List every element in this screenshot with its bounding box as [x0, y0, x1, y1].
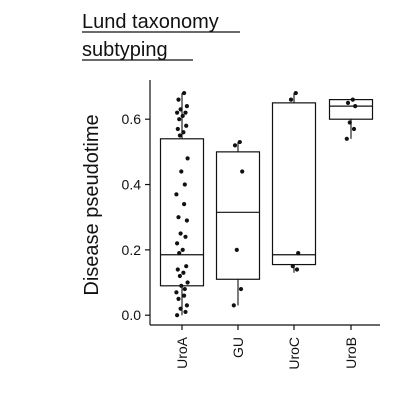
- x-tick-label: UroB: [343, 337, 359, 369]
- data-point: [180, 247, 185, 252]
- data-point: [179, 283, 184, 288]
- data-point: [182, 90, 187, 96]
- data-point: [184, 104, 189, 109]
- data-point: [344, 136, 349, 141]
- data-point: [181, 270, 186, 275]
- data-point: [182, 182, 187, 187]
- data-point: [185, 280, 190, 285]
- data-point: [184, 123, 189, 128]
- data-point: [182, 293, 187, 298]
- box-urob: [328, 98, 374, 139]
- data-point: [231, 303, 236, 308]
- y-axis-title: Disease pseudotime: [81, 114, 103, 295]
- data-point: [174, 192, 179, 197]
- data-point: [177, 133, 182, 138]
- data-point: [290, 264, 295, 269]
- data-point: [350, 97, 355, 102]
- data-point: [178, 306, 183, 311]
- chart-title: Lund taxonomy subtyping: [82, 11, 240, 61]
- data-point: [237, 139, 242, 145]
- data-point: [178, 107, 183, 112]
- data-point: [176, 215, 181, 220]
- data-point: [177, 273, 182, 279]
- data-point: [175, 267, 180, 272]
- data-point: [176, 296, 181, 301]
- data-point: [183, 309, 188, 315]
- y-tick-label: 0.0: [122, 307, 142, 323]
- data-point: [293, 90, 298, 96]
- data-points: [174, 90, 358, 318]
- box-gu: [215, 142, 261, 306]
- y-tick-label: 0.6: [122, 111, 142, 127]
- data-point: [184, 303, 189, 308]
- data-point: [182, 286, 187, 292]
- data-point: [351, 126, 357, 132]
- x-tick-label: UroC: [286, 337, 302, 370]
- box-iqr: [271, 102, 317, 266]
- data-point: [176, 97, 181, 102]
- data-point: [178, 231, 183, 236]
- data-point: [180, 113, 185, 119]
- data-point: [238, 286, 244, 292]
- box-iqr: [215, 151, 261, 280]
- data-point: [353, 104, 358, 109]
- data-point: [183, 234, 188, 239]
- data-point: [175, 110, 180, 115]
- data-point: [174, 290, 179, 295]
- chart-title-line-1: Lund taxonomy: [82, 11, 219, 33]
- data-point: [184, 218, 189, 223]
- data-point: [184, 264, 189, 269]
- box-iqr: [328, 98, 374, 120]
- data-point: [294, 267, 300, 272]
- data-point: [179, 169, 184, 174]
- data-point: [240, 169, 245, 174]
- data-point: [182, 202, 187, 207]
- chart-title-line-2: subtyping: [82, 39, 168, 61]
- data-point: [175, 126, 180, 132]
- data-point: [183, 110, 188, 115]
- axis-labels: 0.0 0.2 0.4 0.6 UroA GU UroC UroB: [122, 111, 359, 369]
- data-point: [185, 156, 190, 161]
- y-tick-label: 0.2: [122, 242, 142, 258]
- x-tick-label: UroA: [174, 336, 190, 369]
- y-tick-label: 0.4: [122, 177, 142, 193]
- axes: [145, 80, 380, 330]
- x-tick-label: GU: [230, 337, 246, 358]
- data-point: [288, 97, 294, 102]
- data-point: [175, 241, 180, 246]
- data-point: [296, 251, 301, 256]
- data-point: [177, 251, 182, 256]
- boxes: [159, 93, 374, 316]
- data-point: [177, 117, 182, 122]
- data-point: [347, 120, 352, 125]
- data-point: [175, 313, 180, 318]
- box-uroa: [159, 93, 205, 316]
- box-iqr: [159, 138, 205, 287]
- data-point: [345, 100, 351, 105]
- data-point: [234, 247, 239, 252]
- data-point: [232, 143, 238, 148]
- data-point: [181, 130, 186, 135]
- box-uroc: [271, 93, 317, 273]
